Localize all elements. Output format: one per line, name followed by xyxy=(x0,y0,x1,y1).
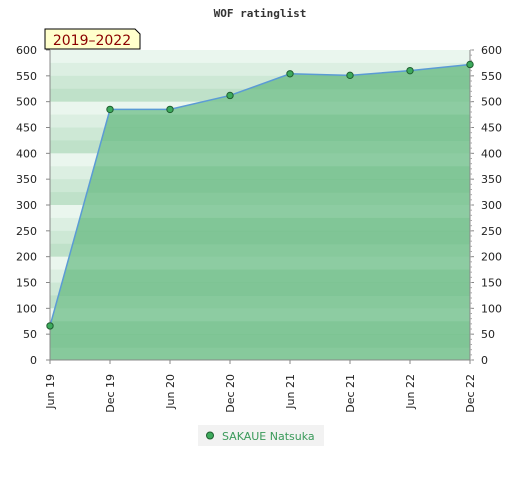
period-badge: 2019–2022 xyxy=(44,28,141,50)
data-point[interactable] xyxy=(346,71,354,80)
y-tick-label: 450 xyxy=(16,122,37,135)
y-tick-label: 50 xyxy=(23,328,37,341)
x-tick-label: Jun 20 xyxy=(164,374,177,410)
data-points xyxy=(46,60,474,330)
y-tick-label-right: 300 xyxy=(481,199,502,212)
x-tick-label: Jun 19 xyxy=(44,374,57,410)
y-tick-label-right: 400 xyxy=(481,147,502,160)
x-axis: Jun 19 Dec 19 Jun 20 Dec 20 Jun 21 Dec 21 Jun … xyxy=(44,360,477,413)
y-tick-label-right: 250 xyxy=(481,225,502,238)
y-tick-label-right: 450 xyxy=(481,122,502,135)
data-point[interactable] xyxy=(166,105,174,114)
legend-label: SAKAUE Natsuka xyxy=(222,430,315,443)
data-point[interactable] xyxy=(106,105,114,114)
y-tick-label-right: 600 xyxy=(481,44,502,57)
period-label: 2019–2022 xyxy=(53,33,131,49)
y-tick-label: 350 xyxy=(16,173,37,186)
data-point[interactable] xyxy=(226,91,234,100)
y-tick-label-right: 350 xyxy=(481,173,502,186)
y-axis-left: 0 50 100 150 200 250 300 350 400 450 500 550 600 xyxy=(16,44,50,367)
x-tick-label: Dec 21 xyxy=(344,374,357,413)
data-line xyxy=(49,63,471,327)
x-tick-label: Jun 21 xyxy=(284,374,297,410)
data-point[interactable] xyxy=(406,66,414,75)
data-point[interactable] xyxy=(466,60,474,69)
y-tick-label: 600 xyxy=(16,44,37,57)
series-line xyxy=(49,63,471,327)
y-tick-label: 100 xyxy=(16,302,37,315)
chart-title: WOF ratinglist xyxy=(214,7,307,20)
y-tick-label: 200 xyxy=(16,251,37,264)
y-tick-label: 500 xyxy=(16,96,37,109)
y-tick-label: 400 xyxy=(16,147,37,160)
y-tick-label-right: 50 xyxy=(481,328,495,341)
x-tick-label: Dec 19 xyxy=(104,374,117,413)
y-axis-right: 0 50 100 150 200 250 300 350 400 450 500 550 600 xyxy=(470,44,502,367)
y-tick-label-right: 100 xyxy=(481,302,502,315)
y-tick-label-right: 0 xyxy=(481,354,488,367)
y-tick-label-right: 150 xyxy=(481,277,502,290)
x-tick-label: Dec 22 xyxy=(464,374,477,413)
y-tick-label: 0 xyxy=(30,354,37,367)
legend-marker xyxy=(206,431,214,440)
data-area xyxy=(50,64,470,360)
data-point[interactable] xyxy=(46,322,54,330)
y-tick-label-right: 500 xyxy=(481,96,502,109)
y-tick-label: 550 xyxy=(16,70,37,83)
y-tick-label: 250 xyxy=(16,225,37,238)
x-tick-label: Jun 22 xyxy=(404,374,417,410)
series-area xyxy=(50,64,470,360)
x-tick-label: Dec 20 xyxy=(224,374,237,413)
data-point[interactable] xyxy=(286,70,294,78)
y-tick-label: 300 xyxy=(16,199,37,212)
legend[interactable]: SAKAUE Natsuka xyxy=(198,425,324,446)
y-tick-label-right: 200 xyxy=(481,251,502,264)
y-tick-label-right: 550 xyxy=(481,70,502,83)
y-tick-label: 150 xyxy=(16,277,37,290)
